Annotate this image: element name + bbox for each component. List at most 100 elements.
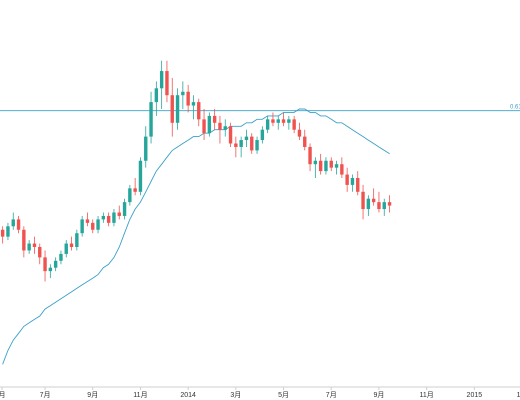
candle-body	[260, 129, 265, 141]
candle	[191, 95, 196, 120]
candle-body	[191, 102, 196, 106]
candle-body	[43, 257, 47, 272]
candle-body	[255, 140, 259, 151]
candle-body	[324, 160, 328, 172]
candle-body	[281, 119, 286, 123]
candle	[218, 115, 222, 144]
candle-body	[318, 160, 323, 172]
candle	[250, 133, 254, 154]
candle	[175, 88, 180, 130]
candle	[22, 226, 26, 258]
candle-body	[218, 122, 222, 130]
candle	[11, 212, 15, 230]
candle-body	[122, 202, 127, 216]
candle-body	[0, 229, 5, 237]
candle	[64, 240, 68, 258]
candle	[223, 119, 227, 137]
candle-body	[329, 160, 333, 168]
x-tick-label: 2015	[467, 392, 483, 399]
candle	[276, 115, 280, 130]
candle-body	[228, 126, 233, 144]
candle	[387, 195, 392, 213]
candle	[43, 250, 47, 282]
candle	[371, 188, 376, 206]
candle-body	[138, 160, 143, 192]
candle-body	[165, 71, 169, 96]
candle-body	[197, 102, 201, 120]
candle	[366, 195, 371, 216]
candle	[128, 184, 132, 206]
candle	[207, 112, 212, 137]
x-tick-label: 9月	[87, 391, 98, 399]
candle-body	[133, 188, 137, 192]
candle-body	[159, 71, 164, 89]
x-tick-label: 1月	[517, 391, 520, 399]
candle-body	[308, 146, 312, 165]
candle-body	[212, 115, 217, 123]
candle-body	[223, 126, 227, 130]
candle	[303, 129, 307, 151]
candle-body	[292, 119, 296, 130]
candle	[0, 226, 5, 244]
candle	[271, 112, 275, 127]
candle	[212, 109, 217, 130]
candle	[244, 129, 249, 147]
x-tick-label: 7月	[40, 391, 51, 399]
candle	[170, 77, 174, 137]
candle	[133, 178, 137, 196]
candle	[106, 212, 111, 227]
candle	[329, 157, 333, 172]
candle-body	[32, 243, 37, 247]
candle-body	[22, 229, 26, 251]
candle	[149, 91, 153, 144]
candle	[80, 215, 84, 237]
candle	[85, 212, 90, 227]
candle-body	[239, 140, 243, 147]
candle	[144, 126, 148, 168]
candle	[117, 205, 121, 220]
candle	[350, 174, 355, 192]
candle	[377, 191, 381, 213]
candle-body	[175, 95, 180, 123]
candle	[96, 215, 100, 234]
candle-body	[38, 247, 42, 258]
candle	[75, 229, 79, 251]
candle-body	[80, 219, 84, 234]
x-tick-label: 5月	[278, 391, 289, 399]
x-tick-label: 7月	[326, 391, 337, 399]
candle	[228, 122, 233, 147]
candle-body	[69, 243, 74, 247]
candle	[159, 60, 164, 109]
candle-body	[244, 136, 249, 141]
candle-body	[361, 191, 365, 210]
candle-body	[234, 143, 238, 147]
candle	[202, 109, 206, 141]
candle-body	[96, 219, 100, 230]
candle	[287, 115, 291, 130]
candle	[112, 209, 116, 227]
candle	[345, 167, 349, 192]
candle	[281, 112, 286, 127]
candle	[138, 157, 143, 196]
candle-body	[276, 119, 280, 123]
candle	[186, 84, 190, 113]
candle-body	[117, 212, 121, 216]
candle	[239, 136, 243, 158]
candle-body	[149, 102, 153, 137]
x-tick-label: 11月	[420, 391, 434, 399]
candle	[101, 212, 106, 223]
candle-body	[366, 198, 371, 210]
candle-body	[271, 119, 275, 123]
x-tick-label: 3月	[230, 391, 241, 399]
candle-body	[6, 226, 10, 237]
candle	[308, 143, 312, 172]
candle	[318, 153, 323, 175]
candle	[313, 157, 318, 178]
candle	[382, 198, 386, 216]
candle-body	[265, 119, 270, 130]
candle	[334, 160, 339, 175]
candle-body	[101, 215, 106, 220]
candle-body	[112, 212, 116, 223]
candle	[255, 136, 259, 154]
moving-average-group	[2, 108, 390, 365]
